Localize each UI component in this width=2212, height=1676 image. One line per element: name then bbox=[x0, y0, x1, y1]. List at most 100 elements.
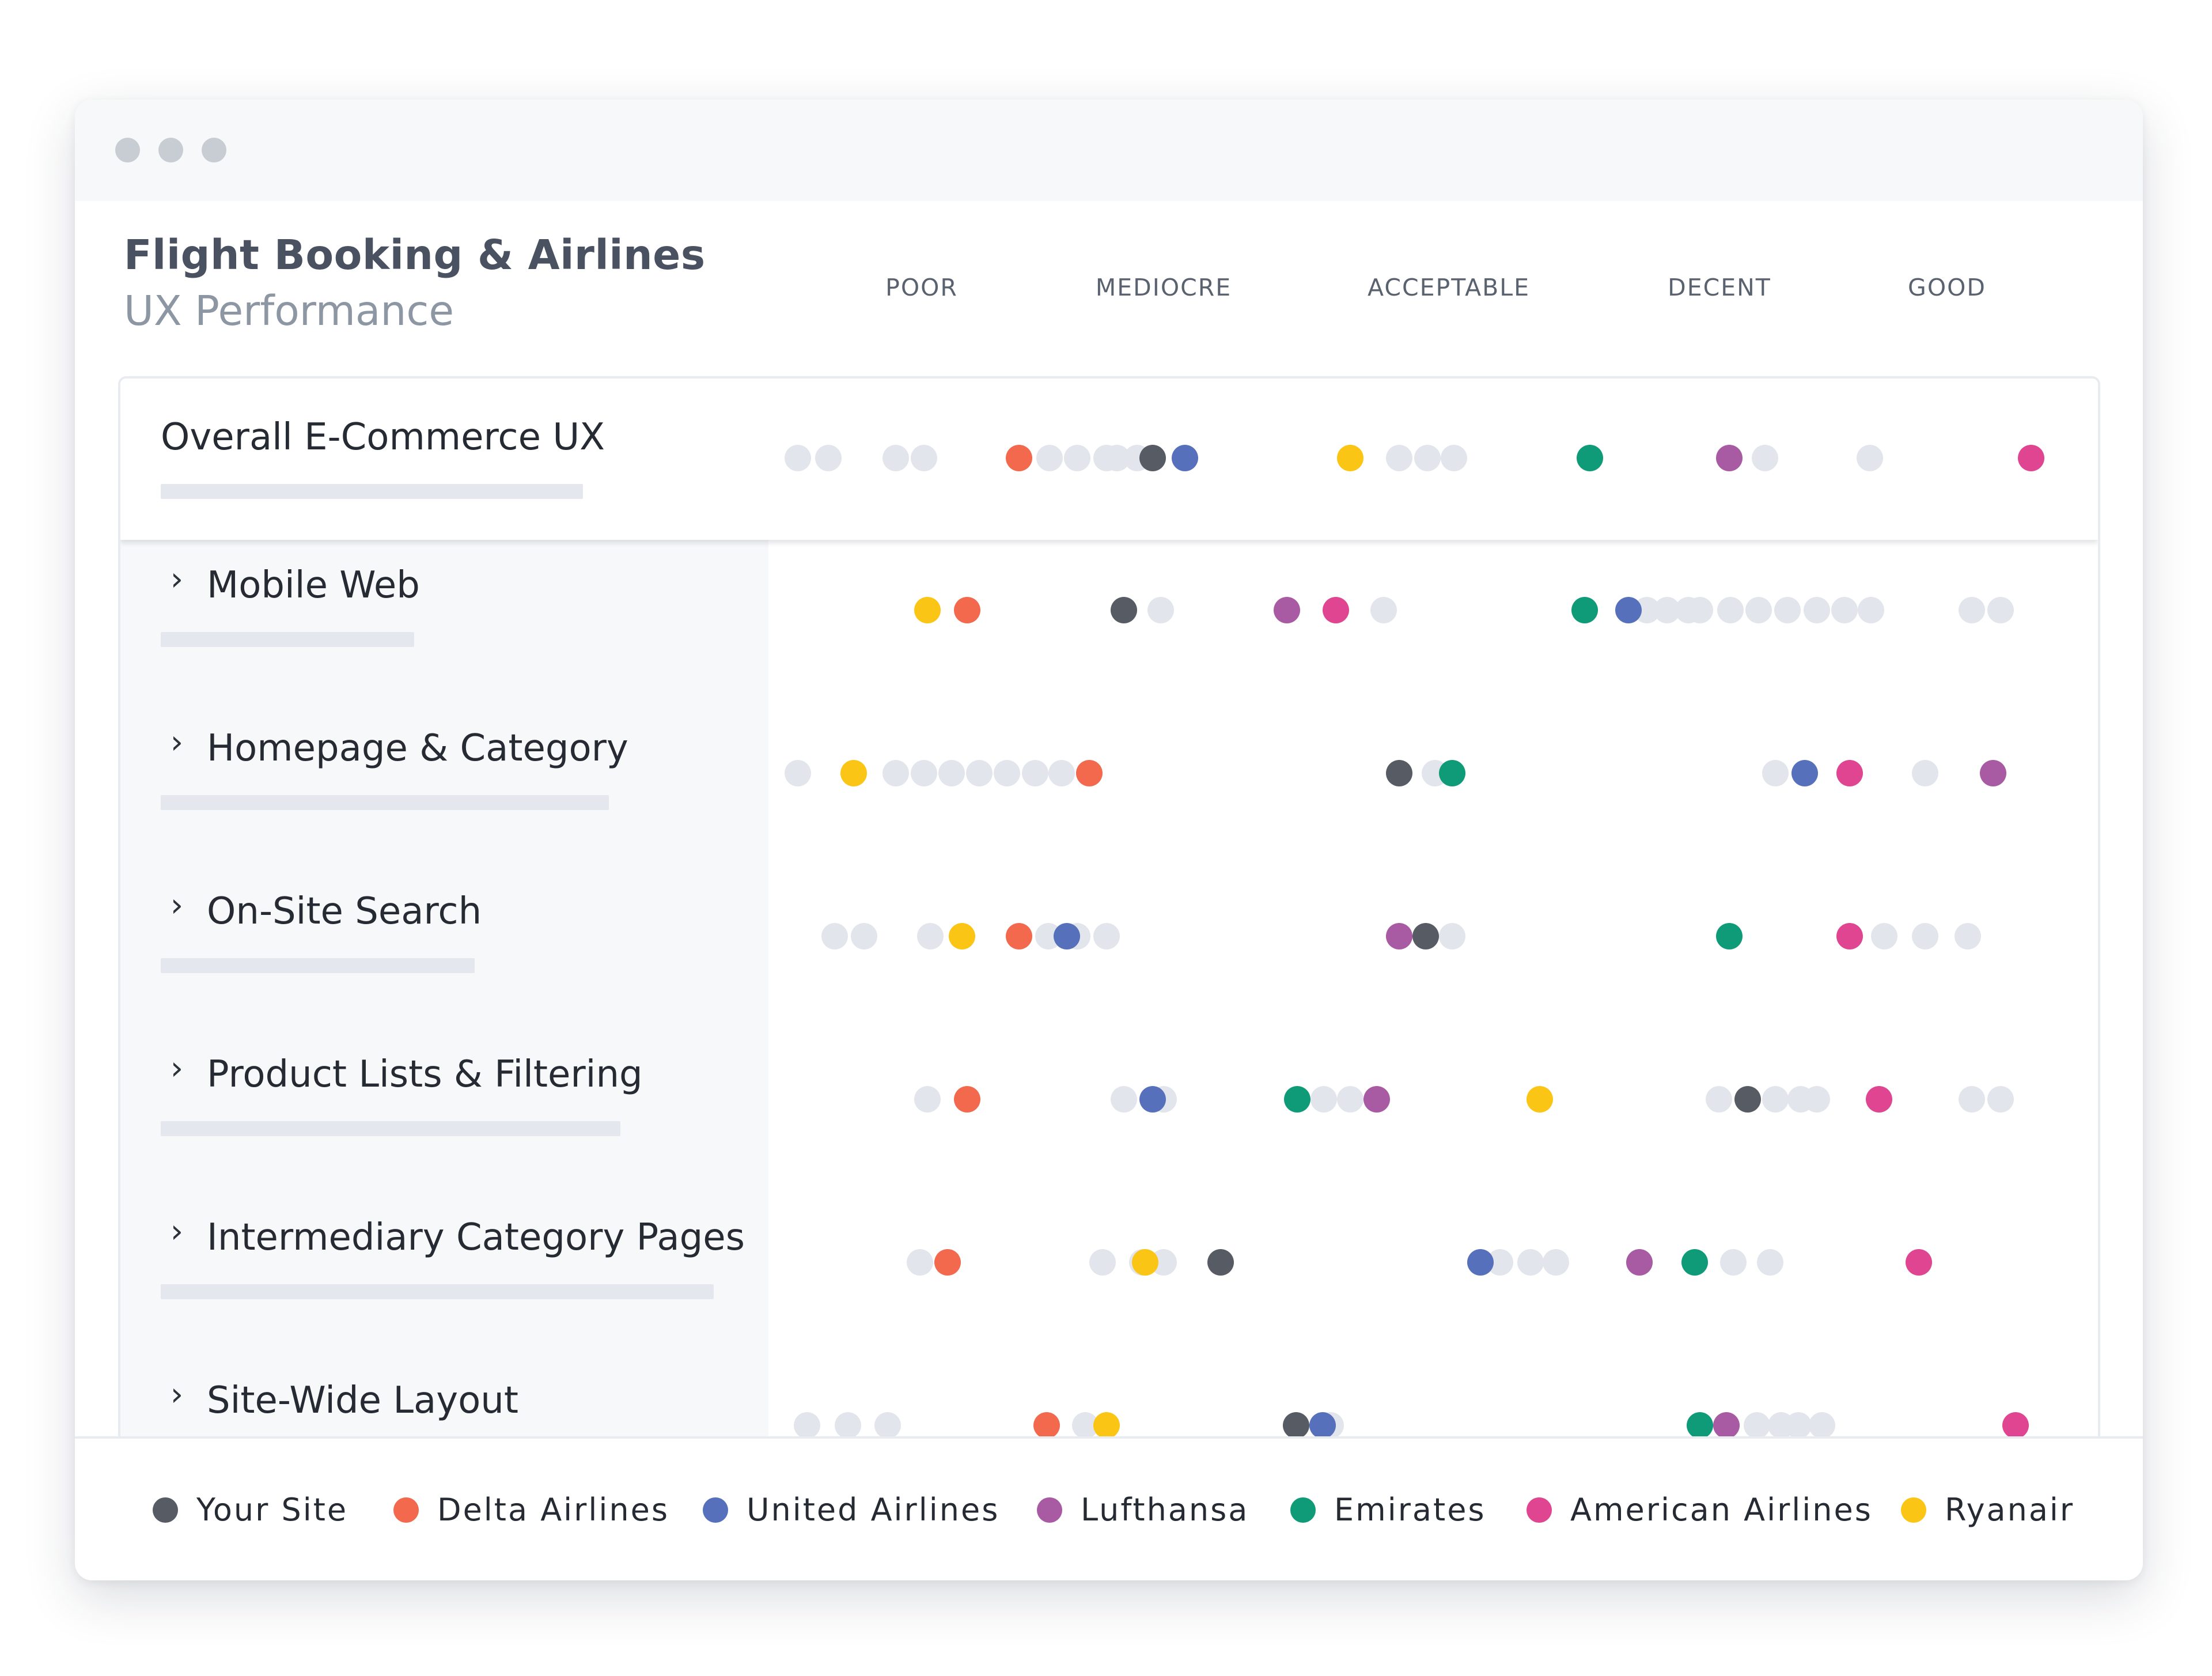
dot-ryanair[interactable] bbox=[840, 760, 867, 786]
competitor-dot[interactable] bbox=[882, 445, 910, 471]
dot-united-airlines[interactable] bbox=[1139, 1086, 1166, 1113]
competitor-dot[interactable] bbox=[1147, 597, 1175, 623]
competitor-dot[interactable] bbox=[1785, 1412, 1812, 1439]
competitor-dot[interactable] bbox=[1762, 760, 1789, 786]
competitor-dot[interactable] bbox=[1440, 445, 1467, 471]
competitor-dot[interactable] bbox=[1705, 1086, 1732, 1113]
competitor-dot[interactable] bbox=[1036, 445, 1063, 471]
competitor-dot[interactable] bbox=[1021, 760, 1048, 786]
competitor-dot[interactable] bbox=[1912, 760, 1939, 786]
competitor-dot[interactable] bbox=[910, 445, 937, 471]
dot-lufthansa[interactable] bbox=[1626, 1249, 1653, 1276]
competitor-dot[interactable] bbox=[938, 760, 965, 786]
competitor-dot[interactable] bbox=[910, 760, 937, 786]
dot-emirates[interactable] bbox=[1687, 1412, 1714, 1439]
chevron-right-icon[interactable]: › bbox=[170, 561, 184, 598]
category-row-homepage-category[interactable]: › Homepage & Category bbox=[120, 703, 2098, 866]
competitor-dot[interactable] bbox=[1958, 1086, 1985, 1113]
window-minimize-button[interactable] bbox=[158, 138, 183, 162]
dot-lufthansa[interactable] bbox=[1979, 760, 2006, 786]
competitor-dot[interactable] bbox=[1719, 1249, 1747, 1276]
competitor-dot[interactable] bbox=[1856, 445, 1883, 471]
competitor-dot[interactable] bbox=[1987, 1086, 2014, 1113]
dot-emirates[interactable] bbox=[1439, 760, 1466, 786]
competitor-dot[interactable] bbox=[1774, 597, 1801, 623]
dot-your-site[interactable] bbox=[1386, 760, 1413, 786]
competitor-dot[interactable] bbox=[821, 923, 849, 949]
dot-lufthansa[interactable] bbox=[1713, 1412, 1740, 1439]
competitor-dot[interactable] bbox=[1717, 597, 1744, 623]
competitor-dot[interactable] bbox=[1752, 445, 1778, 471]
category-row-on-site-search[interactable]: › On-Site Search bbox=[120, 866, 2098, 1029]
competitor-dot[interactable] bbox=[966, 760, 993, 786]
dot-american-airlines[interactable] bbox=[1322, 597, 1349, 623]
competitor-dot[interactable] bbox=[785, 445, 811, 471]
dot-american-airlines[interactable] bbox=[1836, 760, 1863, 786]
competitor-dot[interactable] bbox=[1370, 597, 1397, 623]
dot-delta-airlines[interactable] bbox=[1076, 760, 1103, 786]
competitor-dot[interactable] bbox=[917, 923, 944, 949]
competitor-dot[interactable] bbox=[1064, 445, 1091, 471]
competitor-dot[interactable] bbox=[1958, 597, 1985, 623]
competitor-dot[interactable] bbox=[1310, 1086, 1338, 1113]
competitor-dot[interactable] bbox=[1762, 1086, 1789, 1113]
dot-lufthansa[interactable] bbox=[1386, 923, 1413, 949]
competitor-dot[interactable] bbox=[1745, 597, 1772, 623]
dot-lufthansa[interactable] bbox=[1715, 445, 1743, 471]
competitor-dot[interactable] bbox=[994, 760, 1021, 786]
window-maximize-button[interactable] bbox=[202, 138, 226, 162]
dot-united-airlines[interactable] bbox=[1791, 760, 1818, 786]
dot-emirates[interactable] bbox=[1577, 445, 1604, 471]
competitor-dot[interactable] bbox=[851, 923, 877, 949]
dot-american-airlines[interactable] bbox=[1836, 923, 1863, 949]
dot-ryanair[interactable] bbox=[914, 597, 941, 623]
competitor-dot[interactable] bbox=[1337, 1086, 1364, 1113]
competitor-dot[interactable] bbox=[914, 1086, 941, 1113]
competitor-dot[interactable] bbox=[794, 1412, 821, 1439]
dot-united-airlines[interactable] bbox=[1467, 1249, 1494, 1276]
competitor-dot[interactable] bbox=[1048, 760, 1075, 786]
window-close-button[interactable] bbox=[115, 138, 140, 162]
dot-your-site[interactable] bbox=[1110, 597, 1137, 623]
competitor-dot[interactable] bbox=[1858, 597, 1884, 623]
competitor-dot[interactable] bbox=[785, 760, 811, 786]
dot-delta-airlines[interactable] bbox=[1033, 1412, 1060, 1439]
dot-emirates[interactable] bbox=[1681, 1249, 1709, 1276]
dot-united-airlines[interactable] bbox=[1171, 445, 1198, 471]
dot-your-site[interactable] bbox=[1412, 923, 1440, 949]
competitor-dot[interactable] bbox=[1831, 597, 1858, 623]
dot-ryanair[interactable] bbox=[1337, 445, 1364, 471]
competitor-dot[interactable] bbox=[1744, 1412, 1771, 1439]
chevron-right-icon[interactable]: › bbox=[170, 1050, 184, 1087]
dot-ryanair[interactable] bbox=[1527, 1086, 1553, 1113]
dot-delta-airlines[interactable] bbox=[934, 1249, 961, 1276]
dot-united-airlines[interactable] bbox=[1309, 1412, 1336, 1439]
dot-ryanair[interactable] bbox=[949, 923, 976, 949]
dot-ryanair[interactable] bbox=[1093, 1412, 1120, 1439]
dot-emirates[interactable] bbox=[1715, 923, 1743, 949]
competitor-dot[interactable] bbox=[1757, 1249, 1784, 1276]
chevron-right-icon[interactable]: › bbox=[170, 1213, 184, 1250]
dot-delta-airlines[interactable] bbox=[954, 597, 981, 623]
dot-your-site[interactable] bbox=[1139, 445, 1166, 471]
dot-united-airlines[interactable] bbox=[1053, 923, 1080, 949]
competitor-dot[interactable] bbox=[906, 1249, 933, 1276]
dot-your-site[interactable] bbox=[1282, 1412, 1309, 1439]
competitor-dot[interactable] bbox=[1386, 445, 1413, 471]
competitor-dot[interactable] bbox=[1803, 597, 1830, 623]
competitor-dot[interactable] bbox=[1687, 597, 1714, 623]
competitor-dot[interactable] bbox=[1414, 445, 1441, 471]
dot-american-airlines[interactable] bbox=[1905, 1249, 1932, 1276]
dot-american-airlines[interactable] bbox=[1865, 1086, 1892, 1113]
chevron-right-icon[interactable]: › bbox=[170, 1376, 184, 1413]
competitor-dot[interactable] bbox=[1517, 1249, 1544, 1276]
dot-emirates[interactable] bbox=[1284, 1086, 1311, 1113]
competitor-dot[interactable] bbox=[1439, 923, 1466, 949]
competitor-dot[interactable] bbox=[835, 1412, 862, 1439]
competitor-dot[interactable] bbox=[1093, 923, 1120, 949]
category-row-intermediary-category-pages[interactable]: › Intermediary Category Pages bbox=[120, 1192, 2098, 1355]
competitor-dot[interactable] bbox=[1871, 923, 1897, 949]
competitor-dot[interactable] bbox=[1089, 1249, 1116, 1276]
dot-american-airlines[interactable] bbox=[2002, 1412, 2029, 1439]
dot-delta-airlines[interactable] bbox=[1006, 923, 1033, 949]
